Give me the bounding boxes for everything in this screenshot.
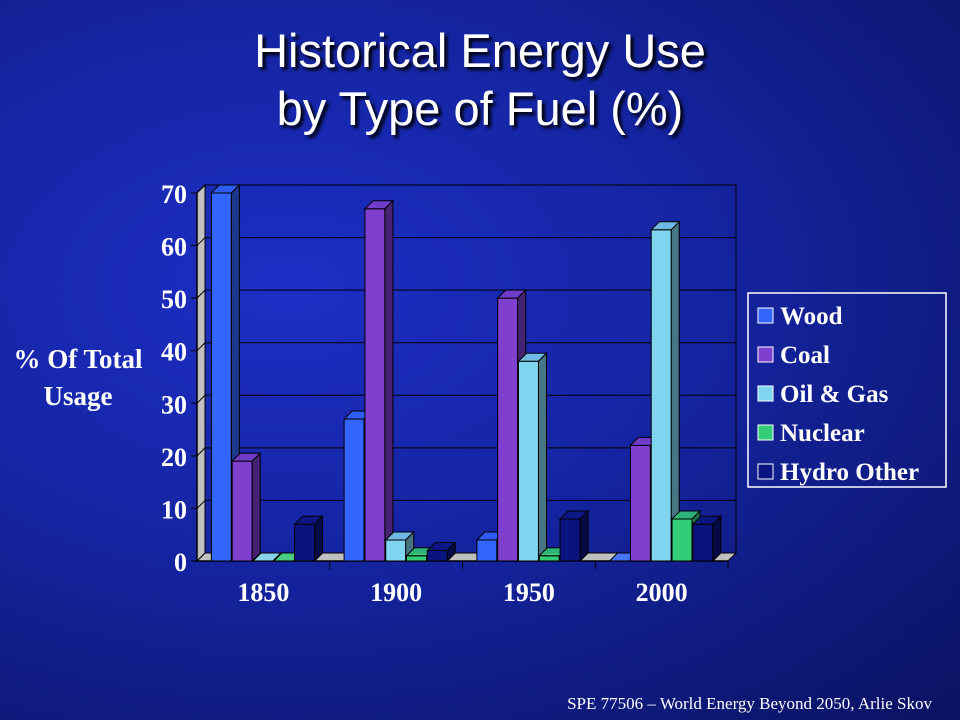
bar — [385, 539, 407, 562]
gridline-diag — [196, 394, 206, 404]
legend-label: Oil & Gas — [780, 381, 889, 408]
bar — [629, 444, 651, 562]
y-tick-label: 60 — [161, 233, 187, 262]
legend-label: Nuclear — [780, 420, 865, 447]
bar-side — [670, 220, 680, 563]
bar — [294, 523, 316, 562]
gridline-diag — [196, 447, 206, 457]
bar-side — [446, 541, 456, 563]
bar — [406, 555, 428, 562]
y-tick-label: 10 — [161, 495, 187, 524]
bar — [538, 555, 560, 562]
bar-side — [537, 352, 547, 563]
legend-swatch — [757, 346, 774, 363]
gridline-diag — [196, 342, 206, 352]
bar — [671, 518, 693, 562]
gridline-diag — [196, 500, 206, 509]
bar — [231, 460, 253, 562]
y-tick-label: 0 — [174, 548, 187, 577]
y-tick-label: 20 — [161, 443, 187, 472]
y-tick-label: 30 — [161, 390, 187, 419]
gridline-diag — [196, 184, 206, 194]
legend-swatch — [757, 424, 774, 441]
title-line-2: by Type of Fuel (%) — [276, 82, 684, 135]
bar-side — [272, 552, 282, 562]
bar — [559, 518, 581, 562]
title-line-1: Historical Energy Use — [254, 24, 706, 77]
bar — [476, 539, 498, 562]
bar — [426, 549, 448, 562]
legend-box — [747, 292, 947, 488]
gridline-diag — [196, 289, 206, 299]
bar-side — [251, 451, 261, 563]
bar — [343, 418, 365, 562]
slide-title: Historical Energy Use by Type of Fuel (%… — [0, 22, 960, 138]
bar — [517, 360, 539, 562]
bar-side — [384, 199, 394, 563]
bar-side — [314, 514, 324, 563]
legend-label: Wood — [780, 303, 843, 330]
x-tick-label: 1950 — [503, 578, 555, 607]
bar — [497, 297, 519, 562]
bar — [692, 523, 714, 562]
y-tick-label: 40 — [161, 338, 187, 367]
footer-citation: SPE 77506 – World Energy Beyond 2050, Ar… — [567, 694, 932, 713]
legend-label: Coal — [780, 342, 830, 369]
bar-side — [579, 509, 589, 563]
legend-swatch — [757, 463, 774, 480]
bar-side — [712, 514, 722, 563]
x-tick-label: 2000 — [636, 578, 688, 607]
bar — [364, 208, 386, 562]
legend-swatch — [757, 307, 774, 324]
x-tick-label: 1850 — [237, 578, 289, 607]
y-axis-label: Usage — [44, 381, 113, 411]
gridline-diag — [196, 237, 206, 246]
bar — [210, 192, 232, 562]
legend-swatch — [757, 385, 774, 402]
x-tick-label: 1900 — [370, 578, 422, 607]
legend-label: Hydro Other — [780, 459, 919, 486]
y-tick-label: 50 — [161, 285, 187, 314]
bar — [650, 229, 672, 562]
y-axis-label: % Of Total — [13, 344, 143, 374]
y-tick-label: 70 — [161, 180, 187, 209]
